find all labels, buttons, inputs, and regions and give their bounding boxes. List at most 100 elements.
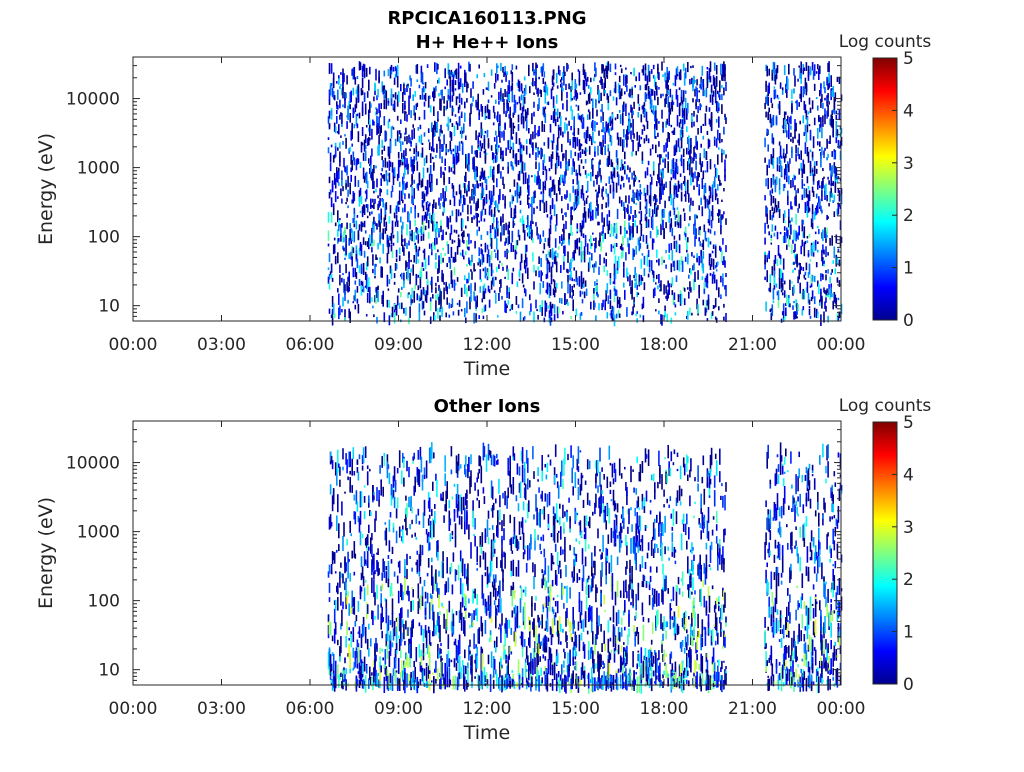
spectrogram-cell bbox=[559, 236, 561, 244]
spectrogram-cell bbox=[382, 244, 384, 254]
spectrogram-cell bbox=[516, 252, 518, 255]
spectrogram-cell bbox=[832, 123, 834, 127]
spectrogram-cell bbox=[333, 303, 335, 313]
spectrogram-cell bbox=[779, 142, 781, 146]
y-axis-label: Energy (eV) bbox=[35, 133, 57, 245]
spectrogram-cell bbox=[520, 103, 522, 110]
spectrogram-cell bbox=[396, 305, 398, 316]
spectrogram-cell bbox=[623, 139, 625, 147]
spectrogram-cell bbox=[329, 177, 331, 184]
spectrogram-cell bbox=[443, 96, 445, 104]
spectrogram-cell bbox=[459, 105, 461, 110]
spectrogram-cell bbox=[582, 251, 584, 260]
spectrogram-cell bbox=[764, 195, 766, 200]
spectrogram-cell bbox=[832, 131, 834, 138]
spectrogram-cell bbox=[402, 208, 404, 213]
spectrogram-cell bbox=[536, 206, 538, 209]
spectrogram-cell bbox=[349, 471, 351, 475]
spectrogram-cell bbox=[467, 216, 469, 221]
spectrogram-cell bbox=[390, 673, 392, 683]
spectrogram-cell bbox=[626, 75, 628, 84]
spectrogram-cell bbox=[620, 185, 622, 190]
spectrogram-cell bbox=[410, 268, 412, 272]
spectrogram-cell bbox=[394, 82, 396, 85]
spectrogram-cell bbox=[812, 275, 814, 281]
spectrogram-cell bbox=[369, 469, 371, 472]
spectrogram-cell bbox=[795, 145, 797, 154]
spectrogram-cell bbox=[434, 246, 436, 250]
spectrogram-cell bbox=[354, 231, 356, 242]
spectrogram-cell bbox=[387, 300, 389, 308]
spectrogram-cell bbox=[812, 62, 814, 70]
spectrogram-cell bbox=[452, 299, 454, 308]
spectrogram-cell bbox=[807, 240, 809, 243]
spectrogram-cell bbox=[707, 67, 709, 70]
spectrogram-cell bbox=[364, 205, 366, 215]
spectrogram-cell bbox=[436, 179, 438, 186]
spectrogram-cell bbox=[673, 83, 675, 86]
spectrogram-cell bbox=[807, 176, 809, 183]
spectrogram-cell bbox=[675, 312, 677, 315]
spectrogram-cell bbox=[421, 272, 423, 279]
spectrogram-cell bbox=[402, 222, 404, 230]
spectrogram-cell bbox=[816, 97, 818, 99]
spectrogram-cell bbox=[575, 137, 577, 149]
spectrogram-cell bbox=[579, 247, 581, 256]
spectrogram-cell bbox=[385, 649, 387, 665]
spectrogram-cell bbox=[493, 277, 495, 287]
spectrogram-cell bbox=[480, 183, 482, 187]
spectrogram-cell bbox=[348, 627, 350, 630]
spectrogram-cell bbox=[614, 243, 616, 255]
spectrogram-cell bbox=[464, 284, 466, 294]
spectrogram-cell bbox=[386, 202, 388, 210]
spectrogram-cell bbox=[836, 111, 838, 115]
spectrogram-cell bbox=[524, 163, 526, 171]
spectrogram-cell bbox=[585, 280, 587, 286]
spectrogram-cell bbox=[564, 72, 566, 76]
x-tick-label: 03:00 bbox=[197, 335, 246, 355]
spectrogram-cell bbox=[565, 84, 567, 90]
spectrogram-cell bbox=[776, 177, 778, 185]
spectrogram-cell bbox=[678, 138, 680, 147]
spectrogram-cell bbox=[480, 152, 482, 158]
spectrogram-cell bbox=[329, 253, 331, 262]
spectrogram-cell bbox=[563, 262, 565, 270]
spectrogram-cell bbox=[527, 268, 529, 279]
spectrogram-cell bbox=[417, 103, 419, 107]
spectrogram-cell bbox=[685, 257, 687, 262]
spectrogram-cell bbox=[595, 238, 597, 249]
spectrogram-cell bbox=[687, 287, 689, 290]
spectrogram-cell bbox=[809, 98, 811, 105]
spectrogram-cell bbox=[544, 154, 546, 163]
spectrogram-cell bbox=[354, 67, 356, 74]
spectrogram-cell bbox=[451, 270, 453, 277]
spectrogram-cell bbox=[592, 158, 594, 160]
spectrogram-cell bbox=[342, 602, 344, 610]
spectrogram-cell bbox=[500, 88, 502, 91]
spectrogram-cell bbox=[615, 268, 617, 279]
spectrogram-cell bbox=[389, 473, 391, 484]
spectrogram-cell bbox=[472, 184, 474, 187]
spectrogram-cell bbox=[793, 285, 795, 294]
spectrogram-cell bbox=[716, 65, 718, 75]
spectrogram-cell bbox=[355, 281, 357, 285]
spectrogram-cell bbox=[552, 248, 554, 260]
spectrogram-cell bbox=[723, 211, 725, 214]
spectrogram-cell bbox=[385, 158, 387, 168]
spectrogram-cell bbox=[409, 221, 411, 230]
spectrogram-cell bbox=[719, 80, 721, 92]
spectrogram-cell bbox=[790, 126, 792, 130]
spectrogram-cell bbox=[361, 556, 363, 567]
spectrogram-cell bbox=[653, 271, 655, 278]
spectrogram-cell bbox=[388, 561, 390, 579]
spectrogram-cell bbox=[435, 295, 437, 300]
spectrogram-cell bbox=[568, 239, 570, 245]
spectrogram-cell bbox=[525, 85, 527, 95]
spectrogram-cell bbox=[435, 287, 437, 293]
spectrogram-cell bbox=[682, 130, 684, 138]
spectrogram-cell bbox=[482, 129, 484, 136]
spectrogram-cell bbox=[397, 82, 399, 88]
spectrogram-cell bbox=[702, 66, 704, 76]
spectrogram-cell bbox=[602, 300, 604, 307]
spectrogram-cell bbox=[331, 145, 333, 148]
